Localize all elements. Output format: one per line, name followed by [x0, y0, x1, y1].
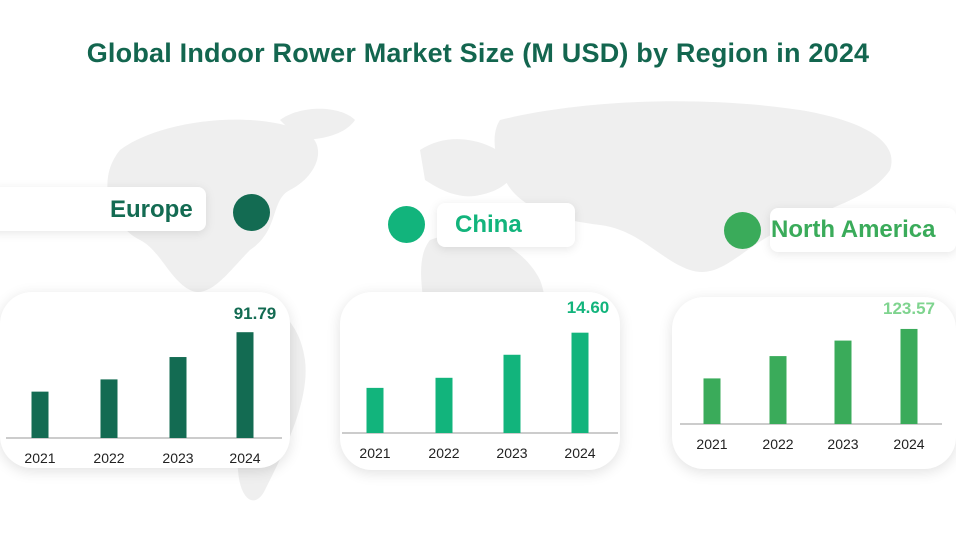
region-name-china: China: [455, 211, 522, 238]
bar-china-2022: [435, 377, 453, 433]
bar-chart-europe: 2021 2022 2023 2024 91.79: [6, 304, 282, 466]
region-label-north-america: North America: [770, 208, 956, 252]
region-name-north-america: North America: [771, 216, 936, 243]
region-label-china: China: [437, 203, 575, 247]
x-tick-label-north-america-2022: 2022: [762, 436, 793, 452]
x-tick-label-north-america-2024: 2024: [893, 436, 924, 452]
x-tick-label-north-america-2021: 2021: [696, 436, 727, 452]
value-label-europe-2024: 91.79: [234, 304, 277, 323]
x-tick-label-europe-2021: 2021: [24, 450, 55, 466]
chart-panel-china: 2021 2022 2023 2024 14.60: [340, 292, 620, 470]
bar-north-america-2024: [900, 328, 918, 424]
region-dot-europe: [233, 194, 270, 231]
x-tick-label-europe-2022: 2022: [93, 450, 124, 466]
bar-china-2021: [366, 387, 384, 433]
region-label-europe: Europe: [0, 187, 206, 231]
x-tick-label-china-2022: 2022: [428, 445, 459, 461]
bar-europe-2021: [31, 391, 49, 438]
bar-china-2024: [571, 332, 589, 433]
bar-north-america-2023: [834, 340, 852, 424]
x-tick-label-europe-2024: 2024: [229, 450, 260, 466]
bar-chart-north-america: 2021 2022 2023 2024 123.57: [680, 299, 942, 452]
bar-europe-2023: [169, 357, 187, 438]
region-name-europe: Europe: [110, 196, 193, 223]
value-label-north-america-2024: 123.57: [883, 299, 935, 318]
x-tick-label-china-2023: 2023: [496, 445, 527, 461]
x-tick-label-europe-2023: 2023: [162, 450, 193, 466]
bar-europe-2022: [100, 379, 118, 438]
region-dot-north-america: [724, 212, 761, 249]
x-tick-label-china-2021: 2021: [359, 445, 390, 461]
bar-europe-2024: [236, 332, 254, 438]
region-dot-china: [388, 206, 425, 243]
x-tick-label-china-2024: 2024: [564, 445, 595, 461]
bar-chart-china: 2021 2022 2023 2024 14.60: [342, 298, 618, 461]
chart-panel-europe: 2021 2022 2023 2024 91.79: [0, 292, 290, 468]
chart-title: Global Indoor Rower Market Size (M USD) …: [86, 38, 870, 68]
bar-north-america-2022: [769, 356, 787, 424]
value-label-china-2024: 14.60: [567, 298, 610, 317]
bar-north-america-2021: [703, 378, 721, 424]
chart-panel-north-america: 2021 2022 2023 2024 123.57: [672, 297, 956, 469]
x-tick-label-north-america-2023: 2023: [827, 436, 858, 452]
bar-china-2023: [503, 354, 521, 433]
